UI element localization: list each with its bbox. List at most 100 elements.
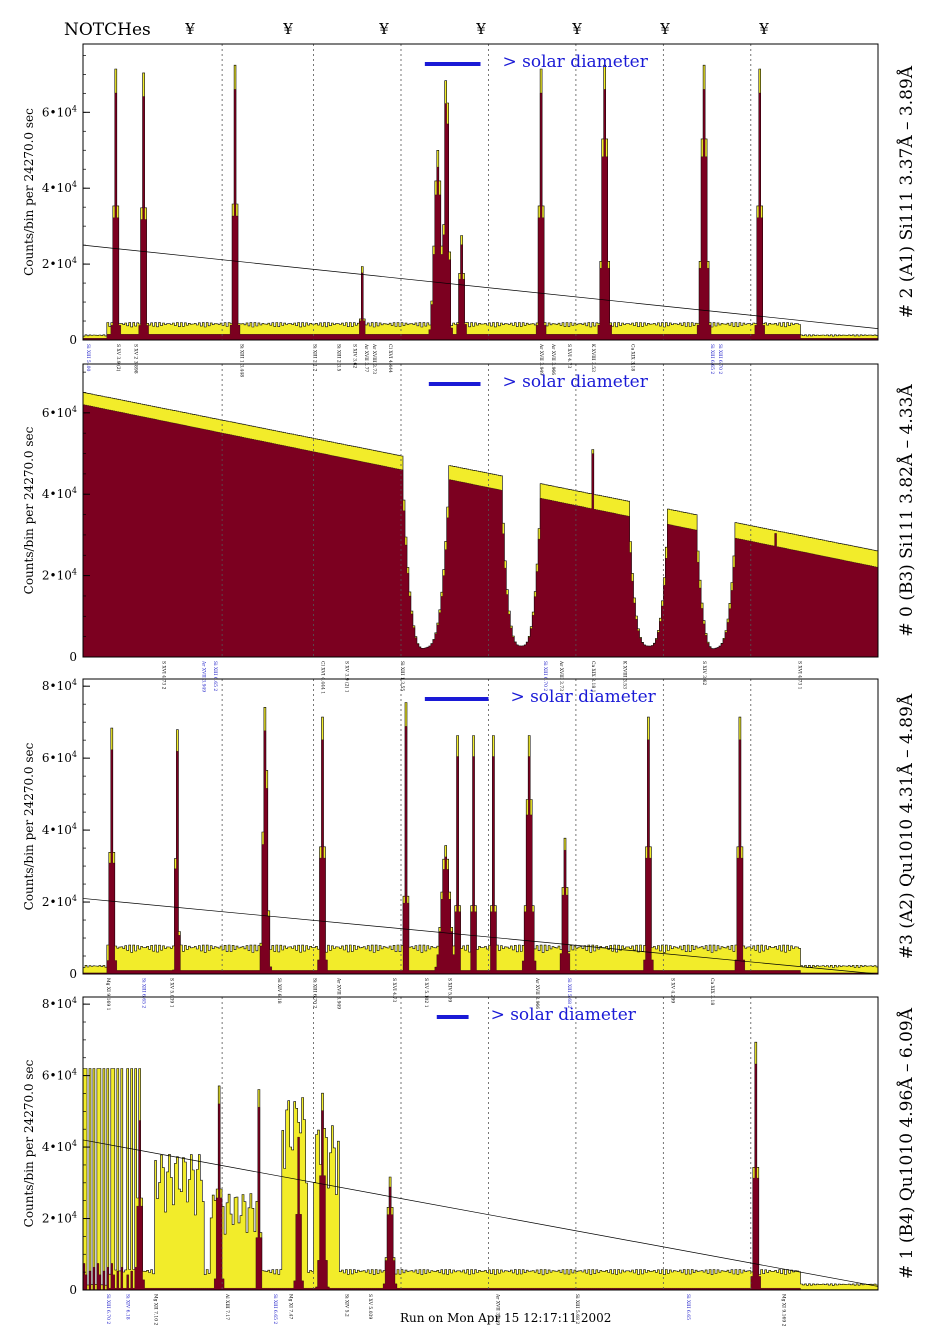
y-tick-label: 4•104 (42, 486, 77, 501)
line-id-label: S XIV 3.62 (351, 344, 357, 368)
line-id-label: Si XIII 6.65 (685, 1294, 691, 1320)
line-id-label: Si XIII 5 .00 (85, 344, 91, 372)
y-axis-label: Counts/bin per 24270.0 sec (22, 1059, 36, 1227)
line-id-label: Si XIV 5.2 (343, 1294, 349, 1317)
line-id-label: Mg XI 7.47 (288, 1294, 294, 1319)
line-id-label: Ca XIX 3.18 (630, 344, 636, 371)
solar-diameter-label: > solar diameter (510, 687, 656, 707)
line-id-label: Ca XIX 3.18 (709, 978, 715, 1005)
line-id-label: Si XIII 6.65 2 (141, 978, 147, 1008)
line-id-label: Si XIII 5.68 2 (566, 978, 572, 1008)
line-id-label: Ar XVII 3.77 (363, 343, 369, 372)
y-tick-label: 4•104 (42, 1139, 77, 1154)
line-id-label: Si XIII 6.70 2 (542, 661, 548, 691)
line-id-label: S XV 4.299 (669, 978, 675, 1003)
y-axis-label: Counts/bin per 24270.0 sec (22, 742, 36, 910)
line-id-label: Si XIII 6.65 2 (212, 661, 218, 691)
line-id-label: Ar XVII 3.949 (494, 1293, 500, 1325)
panel-title: # 0 (B3) Si111 3.82Å – 4.33Å (896, 384, 917, 637)
model-spectrum-area (82, 702, 879, 975)
panel-title: #3 (A2) Qu1010 4.31Å – 4.89Å (896, 693, 917, 959)
run-timestamp: Run on Mon Apr 15 12:17:11 2002 (400, 1311, 611, 1325)
y-tick-label: 8•104 (42, 678, 77, 693)
spectrum-panels: 0 2•104 4•104 6•104 Counts/bin per 24270.0 s… (22, 43, 917, 1327)
observed-spectrum-area (82, 1063, 879, 1291)
y-tick-label: 4•104 (42, 822, 77, 837)
line-id-label: Mg XI 9.169 1 (105, 978, 111, 1011)
observed-spectrum-area (82, 404, 879, 658)
line-id-label: Si XIII 1 3.448 (238, 344, 244, 377)
y-tick-label: 0 (69, 967, 77, 981)
line-id-label: K XVIII 3.53 (590, 344, 596, 372)
line-id-label: Si XIII 1 3.55 (399, 661, 405, 691)
spectrum-panel: 0 2•104 4•104 6•104 Counts/bin per 24270.0 s… (22, 363, 917, 695)
notches-title: NOTCHes (64, 20, 151, 40)
panel-title: # 2 (A1) Si111 3.37Å – 3.89Å (896, 65, 917, 318)
spectrum-panel: 0 2•104 4•104 6•104 Counts/bin per 24270.0 s… (22, 43, 917, 377)
trend-line (82, 1139, 879, 1287)
line-id-label: Si XIII 2 1.7 (312, 344, 318, 372)
line-id-label: S XV 3.9 (2) (115, 344, 122, 372)
plot-frame (82, 363, 879, 658)
y-axis-label: Counts/bin per 24270.0 sec (22, 426, 36, 594)
line-id-label: S XVI 4.73 1 (797, 661, 803, 690)
y-tick-label: 4•104 (42, 180, 77, 195)
y-tick-label: 2•104 (42, 894, 77, 909)
notch-marker: ¥ (282, 20, 293, 38)
line-id-label: S XV 5.102 1 (423, 978, 429, 1008)
y-tick-label: 6•104 (42, 1068, 77, 1083)
line-id-label: Mg XI 9.169 2 (781, 1294, 787, 1327)
line-id-label: Si XIV 6.18 (125, 1294, 131, 1320)
line-id-label: S XVI 4.73 (391, 978, 397, 1002)
line-id-label: S XIV 3.62 (701, 661, 707, 685)
trend-line (82, 898, 879, 975)
line-id-label: Mg XII 7.10 2 (153, 1294, 159, 1326)
notch-marker: ¥ (659, 20, 670, 38)
notch-markers: ¥ ¥ ¥ ¥ ¥ ¥ ¥ (184, 20, 769, 38)
solar-diameter-label: > solar diameter (503, 372, 649, 392)
line-id-label: Si XIV 6.18 (276, 978, 282, 1004)
line-id-label: Ca XIX 3.18 1 (590, 661, 596, 693)
y-axis-label: Counts/bin per 24270.0 sec (22, 108, 36, 276)
y-tick-label: 0 (69, 1283, 77, 1297)
y-tick-label: 2•104 (42, 1211, 77, 1226)
line-id-label: S XVI 4.73 2 (161, 661, 167, 690)
line-id-label: Si XIII 6.65 2 (272, 1294, 278, 1324)
line-id-label: Ar XVII 3.949 (200, 660, 206, 692)
line-id-label: Ar XVIII 3.73 (371, 343, 377, 374)
y-tick-label: 6•104 (42, 104, 77, 119)
line-id-label: S XV 5.039 (367, 1294, 373, 1319)
line-id-label: Si XIII 6.70 2 (717, 344, 723, 374)
line-id-label: Si XIII 6.70 2 (312, 978, 318, 1008)
line-id-label: S XV 3.9 (2) 1 (343, 661, 350, 693)
spectrum-panel: 0 2•104 4•104 6•104 8•104 Counts/bin per 2427… (22, 678, 917, 1010)
plot-frame (82, 43, 879, 341)
line-id-label: S XVI 4.73 (566, 344, 572, 368)
line-id-label: S XV 5.039 1 (168, 978, 174, 1008)
spectrum-panel: 0 2•104 4•104 6•104 8•104 Counts/bin per 2427… (22, 996, 917, 1326)
notch-marker: ¥ (184, 20, 195, 38)
line-id-label: Si XIII 5.68 2 (574, 1294, 580, 1324)
plot-frame (82, 996, 879, 1291)
y-tick-label: 2•104 (42, 568, 77, 583)
notches-header: NOTCHes ¥ ¥ ¥ ¥ ¥ ¥ ¥ (64, 20, 769, 40)
notch-marker: ¥ (758, 20, 769, 38)
solar-diameter-label: > solar diameter (503, 52, 649, 72)
line-id-label: S XIV 5.09 (447, 978, 453, 1002)
line-id-label: Si XIII 2 3.5 (335, 344, 341, 372)
notch-marker: ¥ (571, 20, 582, 38)
notch-marker: ¥ (475, 20, 486, 38)
line-id-label: Cl XVI 4.444 1 (320, 661, 326, 694)
trend-line (82, 244, 879, 329)
y-tick-label: 6•104 (42, 405, 77, 420)
model-spectrum-area (82, 1041, 879, 1291)
line-id-label: K XVIII 3.53 (622, 661, 628, 689)
y-tick-label: 2•104 (42, 256, 77, 271)
observed-spectrum-area (82, 89, 879, 341)
line-id-label: Si XIII 6.65 2 (709, 344, 715, 374)
plot-frame (82, 678, 879, 975)
panel-title: # 1 (B4) Qu1010 4.96Å – 6.09Å (896, 1007, 917, 1279)
line-id-label: Ar XVII 3.949 (538, 343, 544, 375)
y-tick-label: 0 (69, 333, 77, 347)
